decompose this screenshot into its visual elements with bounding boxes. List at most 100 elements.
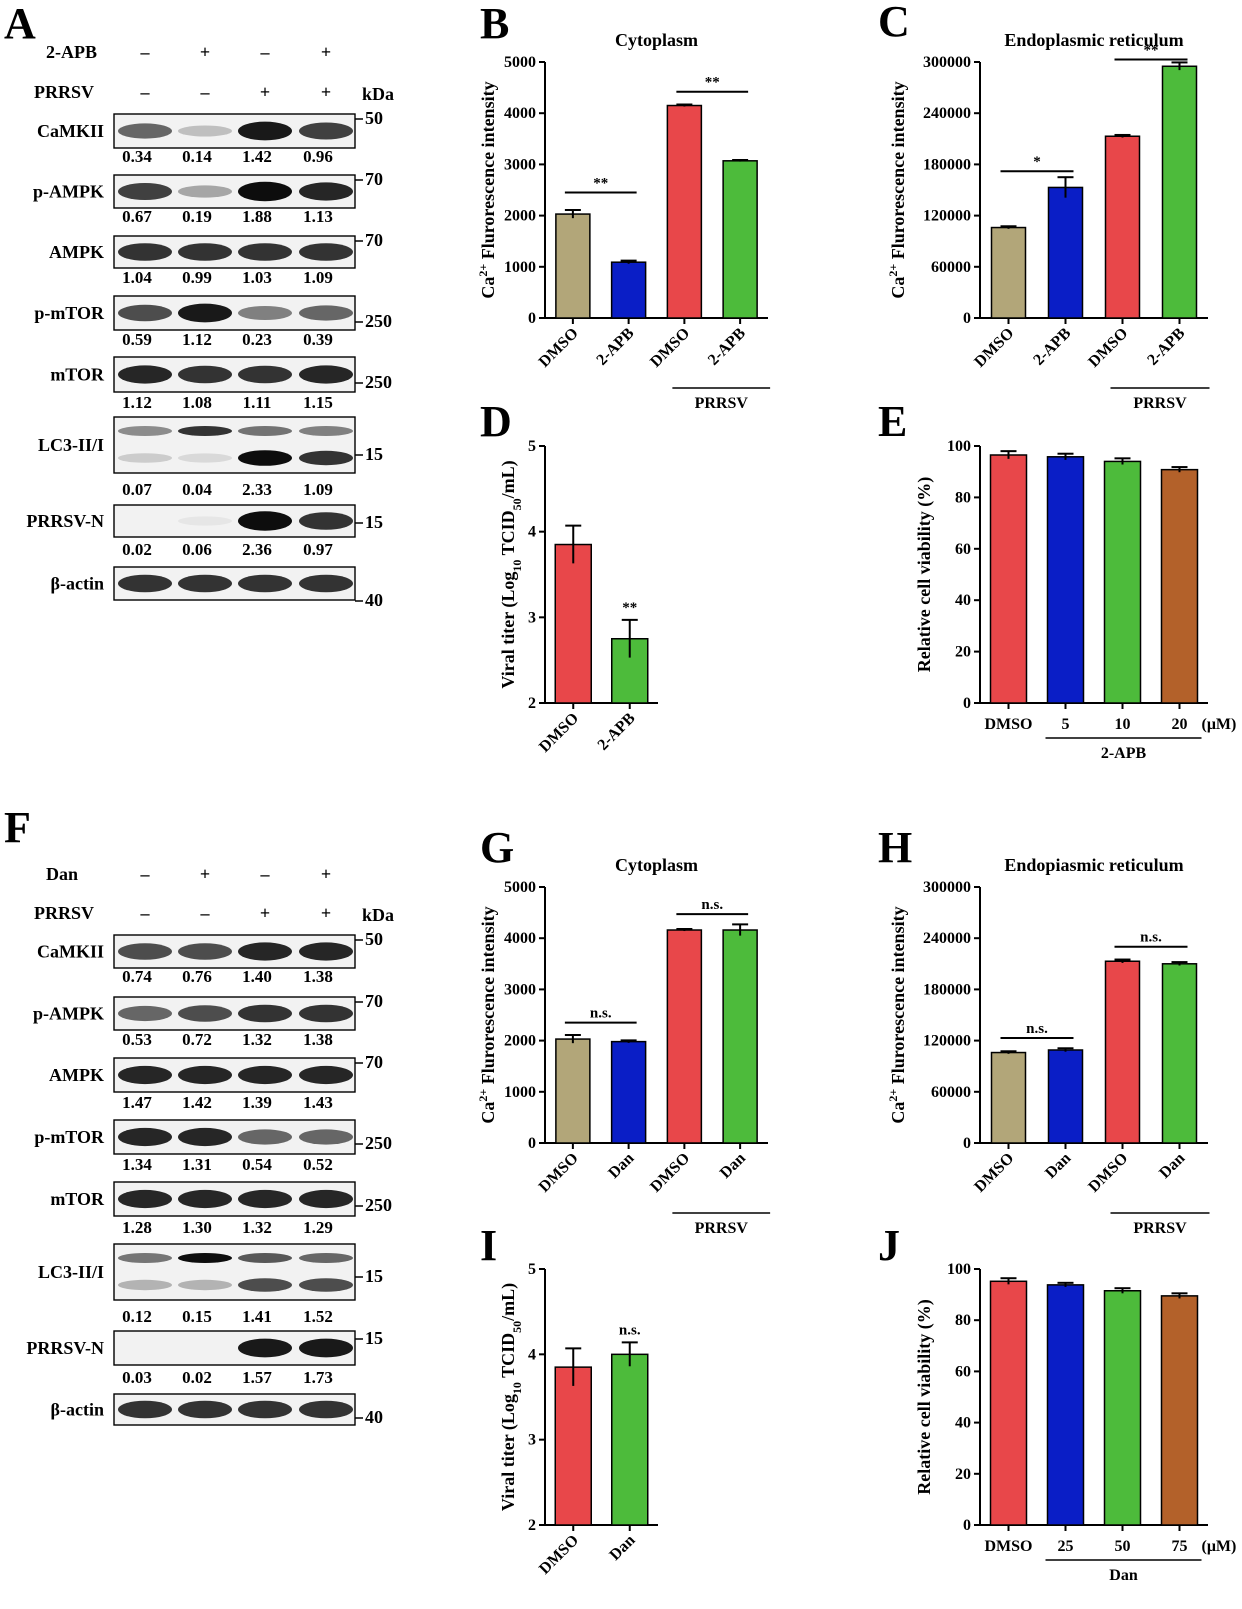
band: [118, 426, 172, 436]
band: [299, 122, 353, 140]
y-tick-label: 5000: [504, 879, 536, 896]
y-tick-label: 2: [528, 1517, 536, 1534]
panel-letter: B: [480, 0, 509, 48]
y-axis-label: Relative cell viability (%): [914, 477, 935, 672]
bar: [722, 160, 758, 319]
x-tick-label: 10: [1115, 716, 1131, 733]
band: [299, 1400, 353, 1419]
blot-label: p-mTOR: [34, 1127, 105, 1147]
band: [178, 1253, 232, 1263]
group-label: PRRSV: [1133, 395, 1187, 412]
western-blot-panel-a: A 2-APB – + – + PRRSV – – + + kDa CaMKII 50 0.34 0.14 1.…: [4, 0, 394, 610]
band: [178, 125, 232, 137]
blot-row: AMPK 70 1.04 0.99 1.03 1.09: [49, 230, 383, 287]
quantification-value: 1.38: [303, 967, 333, 986]
quantification-value: 1.88: [242, 207, 272, 226]
blot-label: p-AMPK: [33, 1004, 104, 1024]
treatment-sign: +: [321, 42, 331, 62]
virus-sign: +: [321, 903, 331, 923]
y-axis-label-part: Ca: [888, 1102, 908, 1124]
bar: [722, 929, 758, 1144]
quantification-value: 1.32: [242, 1218, 272, 1237]
blot-label: mTOR: [50, 1189, 105, 1209]
x-tick-label: 2-APB: [595, 710, 639, 754]
bar: [554, 1366, 592, 1526]
y-axis-label-part: Ca: [478, 277, 498, 299]
y-axis-label-part: 2+: [476, 1089, 490, 1102]
y-tick-label: 0: [963, 1135, 971, 1152]
y-tick-label: 3: [528, 609, 536, 626]
band: [238, 1189, 292, 1209]
treatment-sign: –: [140, 864, 151, 884]
bar: [666, 104, 703, 319]
y-tick-label: 120000: [923, 1033, 971, 1050]
x-tick-label: DMSO: [971, 1150, 1017, 1196]
quantification-value: 1.31: [182, 1155, 212, 1174]
quantification-value: 0.54: [242, 1155, 272, 1174]
band: [178, 1400, 232, 1419]
y-axis-label-part: /mL): [498, 460, 519, 499]
treatment-sign: +: [200, 864, 210, 884]
panel-letter: D: [480, 397, 512, 446]
band: [299, 365, 353, 384]
kda-value: 70: [365, 169, 383, 189]
y-tick-label: 0: [528, 1135, 536, 1152]
bar: [666, 929, 703, 1144]
group-label: PRRSV: [695, 395, 749, 412]
y-axis-label: Ca2+ Flurorescence intensity: [886, 906, 908, 1123]
quantification-value: 0.97: [303, 540, 333, 559]
panel-letter: F: [4, 803, 31, 852]
band: [238, 1400, 292, 1419]
blot-row: β-actin 40: [51, 566, 383, 610]
y-tick-label: 5000: [504, 54, 536, 71]
y-tick-label: 4000: [504, 930, 536, 947]
y-axis-label-part: Flurorescence intensity: [888, 81, 908, 263]
chart-h: H Endopiasmic reticulum 0 60000 120000 180000…: [878, 823, 1210, 1237]
kda-label: kDa: [362, 905, 394, 925]
kda-value: 40: [365, 590, 383, 610]
y-axis-label-part: Viral titer (Log: [498, 1394, 519, 1511]
chart-e: E 0 20 40 60 80 100 Relative cell viability (%)…: [878, 397, 1236, 762]
band: [238, 365, 292, 384]
bar: [1161, 963, 1198, 1144]
band: [299, 182, 353, 201]
quantification-value: 0.52: [303, 1155, 333, 1174]
blot-label: LC3-II/I: [38, 1262, 104, 1282]
band: [118, 1253, 172, 1263]
quantification-value: 1.09: [303, 268, 333, 287]
y-axis-label-part: Ca: [478, 1102, 498, 1124]
y-axis-label-part: 2+: [886, 1089, 900, 1102]
group-label: Dan: [1109, 1567, 1138, 1584]
blot-row: LC3-II/I 15 0.12 0.15 1.41 1.52: [38, 1243, 383, 1326]
bar: [555, 1038, 591, 1144]
blot-row: CaMKII 50 0.74 0.76 1.40 1.38: [37, 929, 383, 986]
quantification-value: 0.04: [182, 480, 212, 499]
band: [118, 243, 172, 261]
y-tick-label: 40: [955, 592, 971, 609]
kda-value: 15: [365, 1266, 383, 1286]
quantification-value: 0.19: [182, 207, 212, 226]
y-tick-label: 240000: [923, 105, 971, 122]
y-tick-label: 120000: [923, 208, 971, 225]
x-tick-label: Dan: [1156, 1150, 1188, 1182]
band: [299, 1129, 353, 1145]
x-tick-label: DMSO: [536, 1150, 582, 1196]
band: [178, 365, 232, 384]
band: [238, 1253, 292, 1263]
virus-sign: +: [260, 903, 270, 923]
band: [299, 426, 353, 436]
bar: [1104, 960, 1141, 1144]
panel-letter: G: [480, 823, 514, 872]
virus-sign: –: [200, 82, 211, 102]
y-tick-label: 100: [947, 438, 971, 455]
x-tick-label: Dan: [717, 1150, 749, 1182]
x-tick-label: 2-APB: [1144, 325, 1188, 369]
x-tick-label: 5: [1062, 716, 1070, 733]
quantification-value: 0.96: [303, 147, 333, 166]
quantification-value: 0.12: [122, 1307, 152, 1326]
bar: [989, 454, 1028, 704]
bar: [611, 1353, 649, 1526]
band: [299, 512, 353, 530]
x-tick-label: DMSO: [985, 1538, 1033, 1555]
blot-row: LC3-II/I 15 0.07 0.04 2.33 1.09: [38, 416, 383, 499]
